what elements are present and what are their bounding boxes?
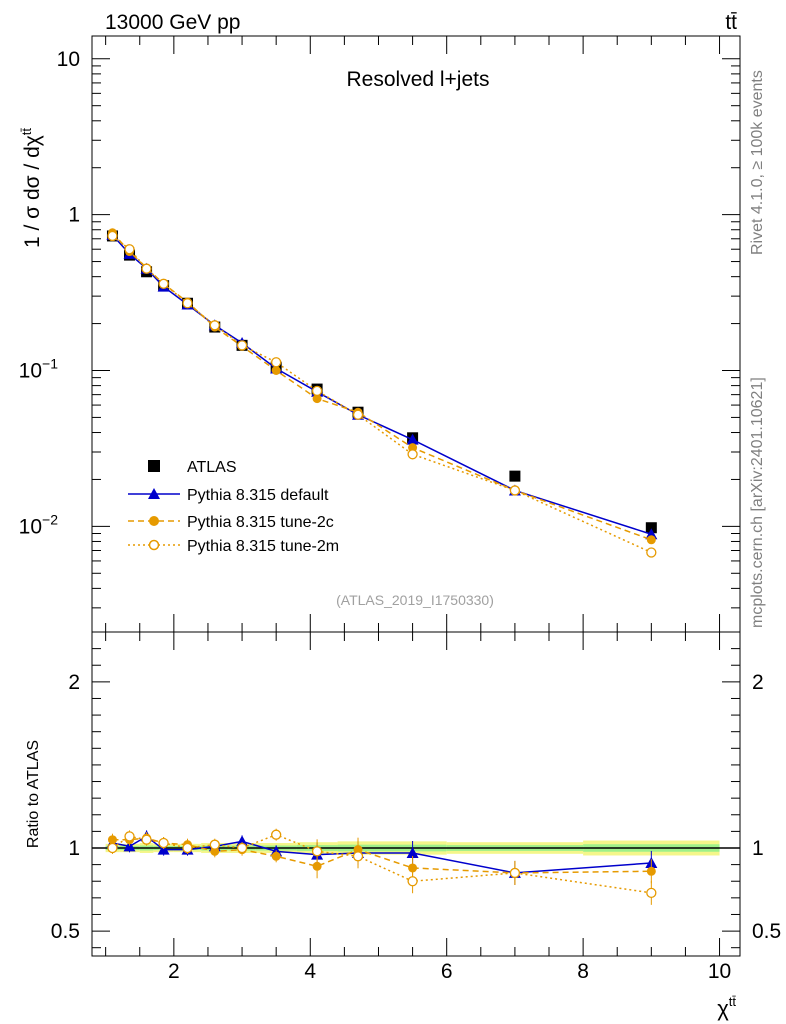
- ratio-point-pythia-8-315-tune-2m: [209, 839, 220, 850]
- top-point-pythia-8-315-tune-2m: [509, 485, 521, 496]
- ratio-point-pythia-8-315-tune-2c: [271, 851, 281, 861]
- ratio-point-pythia-8-315-tune-2m: [646, 887, 657, 899]
- ratio-point-pythia-8-315-tune-2m: [311, 846, 323, 857]
- rivet-label: Rivet 4.1.0, ≥ 100k events: [749, 70, 766, 255]
- legend-label-tune2c: Pythia 8.315 tune-2c: [187, 514, 334, 531]
- mcplots-label: mcplots.cern.ch [arXiv:2401.10621]: [749, 377, 766, 628]
- ratio-point-pythia-8-315-tune-2c: [107, 835, 117, 845]
- legend-marker-tune2m: [148, 539, 160, 551]
- top-y-tick-label: 10−1: [19, 355, 59, 382]
- top-point-pythia-8-315-tune-2m: [107, 230, 118, 242]
- ratio-y-tick-label-right: 2: [752, 671, 764, 694]
- x-axis-label-sup: tt̄: [729, 994, 737, 1009]
- ratio-point-pythia-8-315-tune-2m: [107, 842, 118, 854]
- ratio-point-pythia-8-315-tune-2m: [236, 842, 248, 854]
- ratio-y-tick-label: 0.5: [51, 920, 80, 943]
- top-point-pythia-8-315-tune-2m: [271, 357, 282, 368]
- ratio-point-pythia-8-315-tune-2c: [312, 861, 322, 871]
- top-y-axis-label-main: 1 / σ dσ / dχ: [21, 135, 44, 248]
- top-y-axis-title: 1 / σ dσ / dχtt̄: [19, 128, 44, 248]
- top-point-pythia-8-315-tune-2m: [182, 298, 193, 309]
- ratio-point-pythia-8-315-tune-2m: [509, 867, 521, 879]
- ratio-point-pythia-8-315-default: [406, 846, 419, 858]
- ratio-y-tick-label: 2: [68, 671, 80, 694]
- ratio-point-pythia-8-315-tune-2m: [182, 842, 193, 854]
- ratio-point-pythia-8-315-tune-2m: [407, 876, 418, 887]
- top-point-pythia-8-315-tune-2m: [209, 320, 220, 331]
- top-line-pythia-8-315-tune-2m: [112, 235, 652, 554]
- x-tick-label: 8: [577, 960, 589, 983]
- ratio-y-tick-label-right: 0.5: [752, 920, 781, 943]
- analysis-watermark: (ATLAS_2019_I1750330): [336, 592, 494, 608]
- top-panel: Resolved l+jets (ATLAS_2019_I1750330) 1 …: [19, 35, 741, 633]
- x-axis-label: χtt̄: [717, 994, 736, 1021]
- top-point-pythia-8-315-tune-2m: [352, 409, 364, 420]
- atlas-data-point: [509, 470, 521, 482]
- ratio-y-axis-title: Ratio to ATLAS: [25, 740, 42, 848]
- process-label: tt̄: [725, 11, 737, 34]
- top-y-axis-label-sup: tt̄: [19, 128, 34, 136]
- ratio-point-pythia-8-315-tune-2m: [271, 829, 282, 840]
- ratio-y-ticks: 0.5 0.5 1 1 2 2: [51, 648, 781, 949]
- top-point-pythia-8-315-tune-2c: [646, 535, 656, 545]
- top-point-pythia-8-315-tune-2m: [407, 449, 418, 460]
- x-tick-label: 6: [441, 960, 453, 983]
- ratio-panel: Ratio to ATLAS 0.5 0.5 1 1 2 2 2 4 6 8 10 χtt̄: [25, 631, 781, 1021]
- ratio-point-pythia-8-315-default: [123, 840, 136, 852]
- top-y-tick-exponent: −2: [42, 511, 58, 527]
- x-axis-label-main: χ: [717, 996, 729, 1021]
- legend-marker-default: [148, 488, 160, 499]
- top-point-pythia-8-315-tune-2m: [124, 244, 135, 255]
- top-y-tick-label: 1: [68, 204, 80, 227]
- top-point-pythia-8-315-tune-2m: [311, 385, 323, 397]
- energy-label: 13000 GeV pp: [105, 11, 240, 34]
- ratio-point-pythia-8-315-tune-2m: [141, 834, 152, 845]
- top-point-pythia-8-315-tune-2c: [271, 365, 281, 375]
- top-y-tick-exponent: −1: [42, 355, 58, 371]
- legend-label-default: Pythia 8.315 default: [187, 487, 329, 504]
- ratio-y-axis-label: Ratio to ATLAS: [25, 740, 42, 848]
- ratio-point-pythia-8-315-tune-2m: [124, 831, 135, 842]
- ratio-y-tick-label-right: 1: [752, 837, 764, 860]
- top-series-layer: [106, 228, 658, 558]
- x-tick-label: 10: [708, 960, 731, 983]
- ratio-y-tick-label: 1: [68, 837, 80, 860]
- ratio-x-ticks: 2 4 6 8 10: [105, 632, 731, 983]
- top-point-pythia-8-315-tune-2m: [236, 340, 248, 351]
- top-point-pythia-8-315-default: [406, 433, 419, 445]
- top-y-axis-label: 1 / σ dσ / dχtt̄: [19, 128, 44, 248]
- top-point-pythia-8-315-tune-2m: [158, 278, 169, 289]
- ratio-point-pythia-8-315-tune-2c: [408, 863, 418, 873]
- legend-label-atlas: ATLAS: [187, 459, 237, 476]
- top-point-pythia-8-315-tune-2m: [646, 547, 657, 558]
- x-tick-label: 2: [168, 960, 180, 983]
- top-y-tick-base: 10: [19, 515, 42, 538]
- ratio-point-pythia-8-315-tune-2c: [646, 866, 656, 876]
- top-y-tick-label: 10: [57, 48, 80, 71]
- ratio-series-layer: [106, 828, 658, 905]
- ratio-point-pythia-8-315-default: [236, 835, 249, 847]
- top-y-tick-label: 10−2: [19, 511, 59, 538]
- top-y-tick-base: 10: [19, 359, 42, 382]
- top-chart-title: Resolved l+jets: [347, 68, 490, 91]
- ratio-panel-frame: [91, 631, 741, 957]
- legend: ATLAS Pythia 8.315 default Pythia 8.315 …: [128, 459, 339, 555]
- atlas-data-point: [645, 522, 657, 534]
- top-x-ticks: [105, 36, 721, 632]
- x-tick-label: 4: [304, 960, 316, 983]
- legend-label-tune2m: Pythia 8.315 tune-2m: [187, 538, 339, 555]
- ratio-point-pythia-8-315-tune-2m: [352, 851, 364, 862]
- legend-marker-atlas: [148, 460, 160, 472]
- ratio-point-pythia-8-315-tune-2m: [158, 837, 169, 849]
- top-point-pythia-8-315-tune-2m: [141, 263, 152, 274]
- legend-marker-tune2c: [149, 516, 159, 526]
- top-point-pythia-8-315-tune-2c: [312, 394, 322, 404]
- ratio-point-pythia-8-315-default: [157, 843, 170, 855]
